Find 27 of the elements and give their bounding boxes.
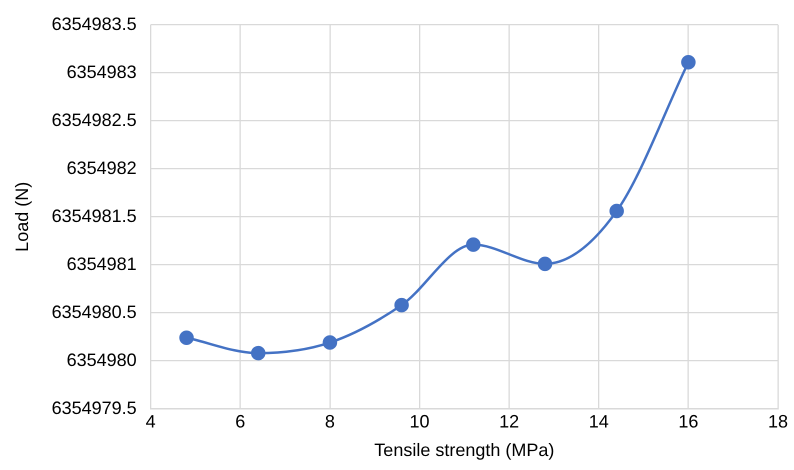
x-tick-label: 8: [324, 412, 335, 432]
x-tick-label: 10: [410, 412, 430, 432]
x-tick-label: 16: [678, 412, 698, 432]
y-tick-label: 6354979.5: [52, 398, 137, 418]
point: [538, 256, 552, 272]
y-tick-label: 6354980.5: [52, 302, 137, 322]
y-tick-label: 6354983.5: [52, 14, 137, 34]
y-axis-title: Load (N): [12, 182, 32, 252]
y-tick-label: 6354982: [66, 158, 137, 178]
y-tick-label: 6354980: [66, 350, 137, 370]
x-axis-title: Tensile strength (MPa): [374, 440, 554, 460]
x-tick-label: 18: [768, 412, 788, 432]
point: [466, 237, 481, 252]
y-tick-label: 6354981.5: [52, 206, 137, 226]
y-tick-label: 6354982.5: [52, 110, 137, 130]
point: [609, 204, 624, 218]
x-tick-label: 6: [235, 412, 246, 432]
point: [322, 335, 338, 350]
point: [394, 298, 409, 312]
x-tick-label: 4: [146, 412, 156, 432]
y-tick-label: 6354981: [66, 254, 137, 274]
point: [681, 54, 696, 70]
x-tick-label: 12: [499, 412, 520, 432]
point: [179, 330, 194, 346]
point: [250, 346, 266, 360]
x-tick-label: 14: [588, 412, 609, 432]
y-tick-label: 6354983: [66, 62, 137, 82]
